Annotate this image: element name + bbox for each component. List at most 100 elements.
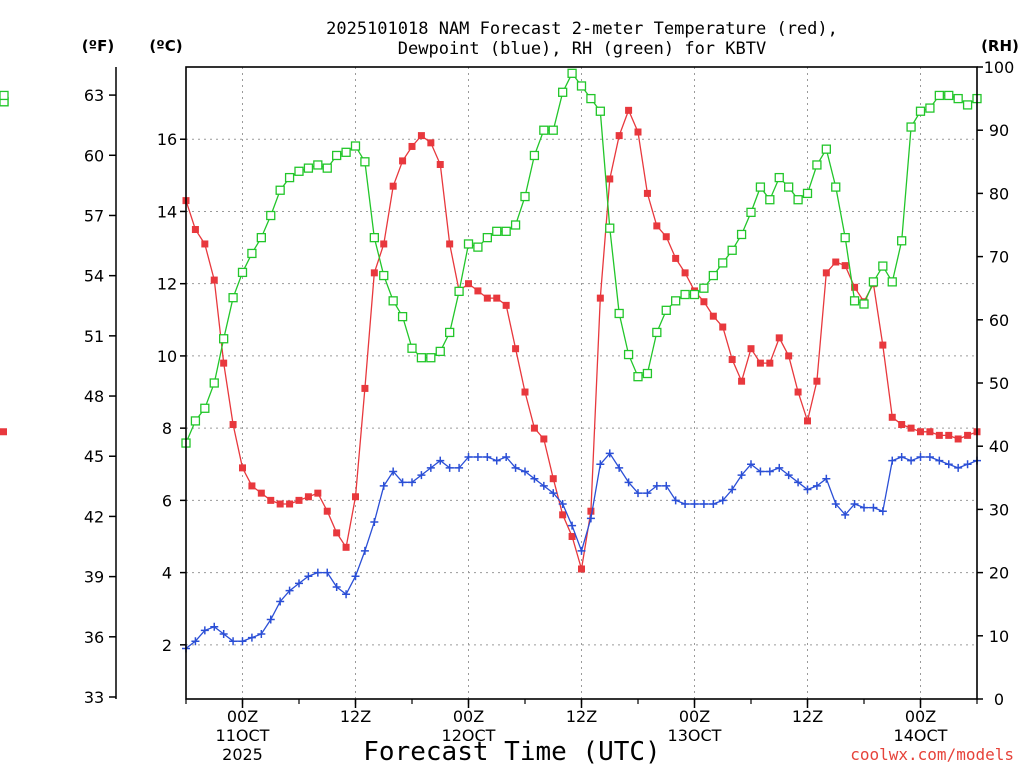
dewpoint-point-26	[426, 463, 435, 472]
axes: 33 36 39 42 45 48 51 54 57 60 63 2 4 6 8 10 12 14 16 0 10 20 3…	[84, 58, 1014, 764]
rh-point-71	[849, 296, 860, 306]
fahrenheit-tick-label-51: 51	[84, 327, 104, 346]
dewpoint-point-69	[831, 499, 840, 508]
rh-point-35	[510, 220, 521, 230]
temperature-point-78	[917, 428, 924, 436]
temperature-point-40	[559, 511, 567, 519]
temperature-point-61	[756, 359, 764, 367]
temperature-point-23	[399, 157, 407, 165]
celsius-unit-label: (ºC)	[149, 37, 182, 55]
dewpoint-point-49	[643, 489, 652, 498]
rh-point-36	[520, 191, 530, 202]
fahrenheit-tick-label-57: 57	[84, 206, 104, 225]
rh-unit-label: (RH)	[981, 37, 1019, 55]
dewpoint-point-70	[841, 510, 850, 519]
date-label-6: 11OCT	[216, 726, 270, 745]
rh-point-50	[652, 327, 662, 338]
temperature-point-10	[276, 500, 284, 508]
temperature-point-75	[888, 413, 896, 421]
temperature-point-28	[446, 240, 454, 248]
dewpoint-point-9	[266, 615, 275, 624]
temperature-point-71	[851, 283, 859, 291]
rh-point-76	[897, 236, 907, 246]
temperature-point-6	[239, 464, 246, 472]
rh-point-55	[699, 283, 709, 293]
temperature-point-39	[549, 475, 557, 483]
rh-point-10	[275, 185, 285, 195]
dewpoint-point-19	[360, 546, 369, 555]
temperature-point-76	[898, 421, 906, 429]
dewpoint-point-82	[954, 463, 963, 472]
dewpoint-point-78	[916, 453, 925, 462]
rh-point-24	[407, 343, 417, 353]
temperature-point-1	[191, 226, 199, 234]
temperature-point-79	[926, 428, 934, 436]
rh-point-58	[727, 245, 737, 255]
dewpoint-point-18	[351, 572, 360, 581]
dewpoint-point-81	[944, 460, 953, 469]
dewpoint-point-37	[530, 474, 539, 483]
temperature-point-30	[465, 280, 472, 288]
date-label-30: 12OCT	[442, 726, 496, 745]
rh-point-17	[341, 147, 351, 157]
dewpoint-point-27	[436, 456, 445, 465]
dewpoint-point-68	[822, 474, 831, 483]
temperature-point-65	[794, 388, 802, 396]
series-layer	[0, 69, 982, 653]
dewpoint-point-25	[417, 471, 426, 480]
dewpoint-point-3	[210, 622, 219, 631]
temperature-point-18	[352, 493, 359, 501]
rh-point-27	[435, 346, 445, 357]
rh-point-57	[718, 258, 728, 268]
dewpoint-point-39	[549, 489, 558, 498]
fahrenheit-tick-label-48: 48	[84, 387, 104, 406]
rh-point-37	[529, 150, 540, 161]
rh-point-47	[623, 349, 634, 360]
rh-point-63	[774, 172, 784, 183]
dewpoint-point-59	[737, 471, 746, 480]
rh-point-34	[501, 226, 511, 236]
temperature-point-2	[201, 240, 209, 248]
rh-point-83	[962, 100, 973, 110]
fahrenheit-tick-label-45: 45	[84, 447, 104, 466]
temperature-point-20	[370, 269, 378, 277]
celsius-tick-label-8: 8	[162, 419, 172, 438]
temperature-point-57	[719, 323, 727, 331]
dewpoint-point-51	[662, 481, 671, 490]
rh-point-80	[934, 90, 944, 101]
time-tick-label-66: 12Z	[792, 707, 823, 726]
dewpoint-point-61	[756, 467, 765, 476]
rh-point-12	[294, 166, 304, 176]
plot-frame	[185, 66, 978, 700]
temperature-point-58	[728, 356, 736, 364]
temperature-point-56	[709, 312, 717, 320]
rh-point-1	[190, 416, 201, 426]
rh-point-26	[426, 353, 436, 363]
dewpoint-point-16	[332, 583, 341, 592]
temperature-point-4	[220, 359, 228, 367]
temperature-point-32	[483, 294, 491, 302]
rh-tick-label-90: 90	[989, 121, 1009, 140]
rh-point-87	[0, 90, 9, 101]
time-tick-label-18: 12Z	[340, 707, 371, 726]
temperature-point-74	[879, 341, 887, 349]
time-tick-label-42: 12Z	[566, 707, 597, 726]
rh-tick-label-100: 100	[984, 58, 1015, 77]
celsius-tick-label-12: 12	[157, 275, 177, 294]
temperature-point-77	[907, 424, 915, 432]
rh-point-43	[586, 93, 596, 104]
rh-point-45	[605, 223, 615, 233]
dewpoint-point-4	[219, 629, 228, 638]
celsius-tick-label-2: 2	[162, 636, 172, 655]
temperature-point-16	[333, 529, 341, 537]
rh-point-52	[671, 296, 681, 306]
rh-point-22	[388, 296, 398, 306]
temperature-point-70	[841, 262, 849, 270]
fahrenheit-tick-label-54: 54	[84, 267, 104, 286]
dewpoint-point-22	[389, 467, 398, 476]
temperature-point-8	[257, 489, 265, 497]
temperature-point-48	[634, 128, 642, 136]
rh-tick-label-10: 10	[989, 627, 1009, 646]
rh-point-42	[576, 81, 587, 91]
rh-point-44	[595, 106, 605, 116]
